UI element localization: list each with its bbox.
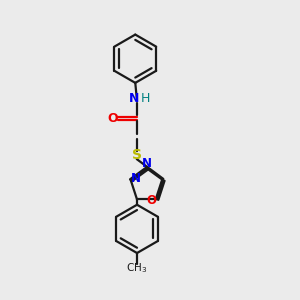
Text: H: H [140, 92, 150, 105]
Text: CH$_3$: CH$_3$ [126, 261, 148, 275]
Text: S: S [132, 148, 142, 162]
Text: N: N [129, 92, 140, 105]
Text: O: O [107, 112, 118, 125]
Text: N: N [131, 172, 141, 185]
Text: N: N [142, 157, 152, 170]
Text: O: O [147, 194, 157, 207]
